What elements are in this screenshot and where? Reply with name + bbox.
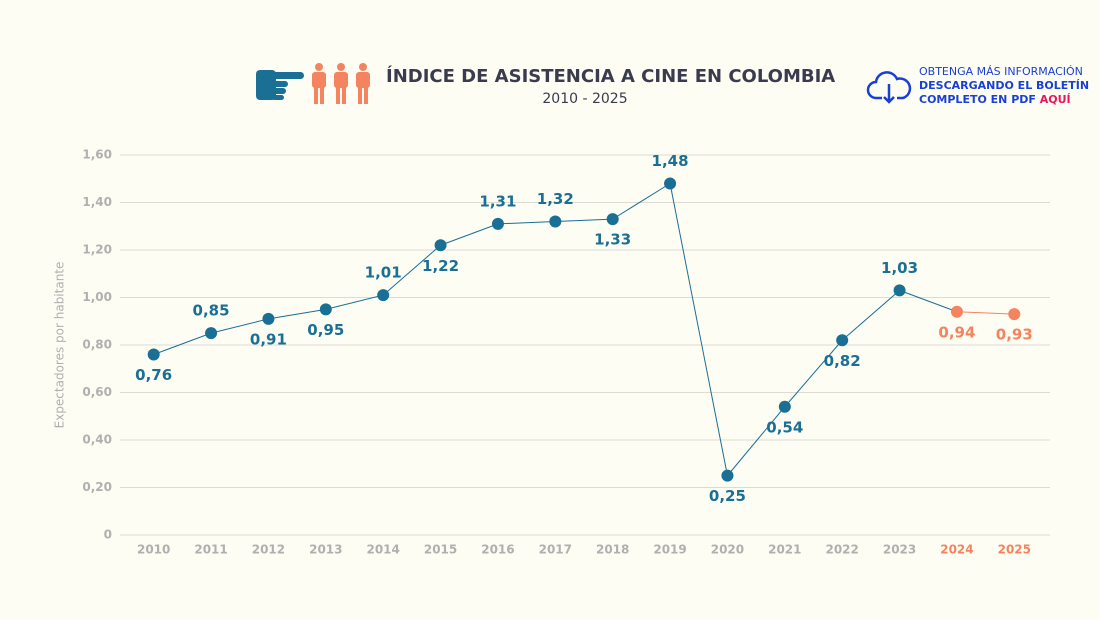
x-tick-label: 2020 [711, 543, 744, 557]
data-label: 1,48 [652, 152, 689, 170]
data-point [950, 305, 963, 318]
chart-subtitle: 2010 - 2025 [542, 91, 627, 107]
download-note: DESCARGANDO EL BOLETÍN [919, 79, 1089, 92]
line-segment [153, 332, 212, 355]
data-point [377, 289, 390, 302]
x-tick-label: 2015 [424, 543, 457, 557]
y-axis-label: Expectadores por habitante [53, 262, 67, 429]
line-segment [497, 221, 556, 225]
data-point [836, 334, 849, 347]
data-label: 0,93 [996, 326, 1033, 344]
data-point [319, 303, 332, 316]
data-point [1008, 308, 1021, 321]
data-label: 0,95 [307, 321, 344, 339]
data-label: 1,32 [537, 190, 574, 208]
data-point [205, 327, 218, 340]
line-segment [727, 406, 786, 476]
y-tick-label: 0,40 [82, 433, 112, 447]
data-label: 0,76 [135, 366, 172, 384]
data-label: 1,33 [594, 231, 631, 249]
line-segment [268, 308, 326, 320]
data-label: 1,01 [365, 264, 402, 282]
line-segment [669, 183, 728, 476]
x-tick-label: 2010 [137, 543, 170, 557]
download-note: COMPLETO EN PDF AQUÍ [919, 93, 1071, 106]
line-segment [956, 311, 1015, 315]
y-tick-label: 0,60 [82, 385, 112, 399]
data-label: 0,85 [193, 302, 230, 320]
data-point [147, 348, 160, 361]
x-tick-label: 2013 [309, 543, 342, 557]
y-tick-label: 0,20 [82, 480, 112, 494]
y-tick-label: 1,20 [82, 243, 112, 257]
y-tick-label: 0 [104, 528, 112, 542]
chart-title: ÍNDICE DE ASISTENCIA A CINE EN COLOMBIA [386, 65, 835, 87]
line-segment [612, 183, 671, 220]
x-tick-label: 2012 [252, 543, 285, 557]
data-label: 1,03 [881, 259, 918, 277]
x-tick-label: 2018 [596, 543, 629, 557]
line-segment [440, 223, 499, 246]
data-point [262, 312, 275, 325]
line-segment [784, 339, 843, 408]
x-tick-label: 2025 [998, 543, 1031, 557]
x-tick-label: 2014 [366, 543, 399, 557]
data-label: 0,94 [938, 323, 975, 341]
line-segment [841, 289, 900, 341]
data-label: 0,25 [709, 487, 746, 505]
data-label: 1,22 [422, 257, 459, 275]
data-point [434, 239, 447, 252]
data-point [893, 284, 906, 297]
data-label: 1,31 [479, 192, 516, 210]
data-point [778, 400, 791, 413]
x-tick-label: 2019 [653, 543, 686, 557]
x-tick-label: 2024 [940, 543, 973, 557]
y-tick-label: 1,00 [82, 290, 112, 304]
line-segment [899, 289, 958, 313]
data-point [606, 213, 619, 226]
data-point [721, 469, 734, 482]
line-segment [210, 318, 269, 334]
people-icon [312, 63, 370, 104]
line-segment [382, 244, 441, 296]
cloud-icon [866, 71, 912, 104]
data-label: 0,82 [824, 352, 861, 370]
line-segment [325, 294, 384, 310]
download-note: OBTENGA MÁS INFORMACIÓN [919, 65, 1083, 78]
hand-icon [256, 70, 304, 100]
x-tick-label: 2023 [883, 543, 916, 557]
x-tick-label: 2022 [825, 543, 858, 557]
x-tick-label: 2017 [539, 543, 572, 557]
line-segment [555, 218, 613, 222]
x-tick-label: 2011 [194, 543, 227, 557]
y-tick-label: 1,40 [82, 195, 112, 209]
data-label: 0,54 [766, 418, 803, 436]
data-point [491, 217, 504, 230]
data-point [549, 215, 562, 228]
data-point [664, 177, 677, 190]
y-tick-label: 0,80 [82, 338, 112, 352]
download-note: COMPLETO EN PDF [919, 93, 1036, 106]
download-link[interactable]: AQUÍ [1040, 93, 1071, 106]
data-label: 0,91 [250, 330, 287, 348]
x-tick-label: 2016 [481, 543, 514, 557]
y-tick-label: 1,60 [82, 148, 112, 162]
x-tick-label: 2021 [768, 543, 801, 557]
